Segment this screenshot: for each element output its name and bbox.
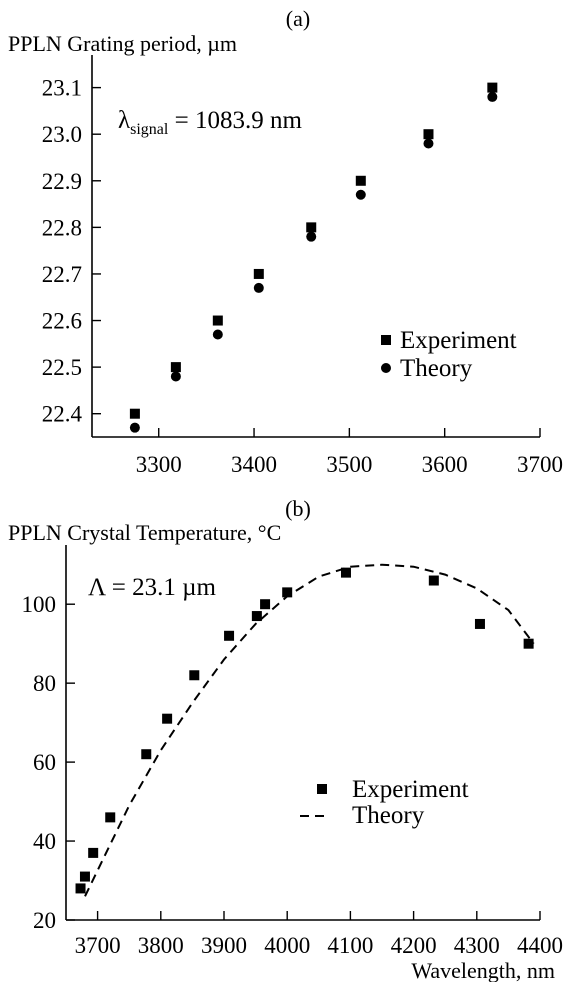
y-tick-label: 100 (22, 592, 57, 617)
experiment-point (189, 670, 200, 681)
x-axis-label: Wavelength, nm (411, 958, 555, 982)
x-tick-label: 4200 (391, 933, 437, 958)
legend-label: Experiment (352, 776, 469, 803)
x-tick-label: 3900 (201, 933, 247, 958)
theory-point (355, 189, 366, 200)
experiment-point (260, 599, 271, 610)
experiment-point (141, 749, 152, 760)
experiment-point (253, 268, 264, 279)
experiment-point (162, 713, 173, 724)
experiment-point (474, 618, 485, 629)
theory-point (423, 138, 434, 149)
x-tick-label: 3600 (422, 452, 468, 477)
experiment-point (251, 611, 262, 622)
experiment-point (423, 129, 434, 140)
experiment-point (306, 222, 317, 233)
x-tick-label: 4100 (327, 933, 373, 958)
x-tick-label: 3500 (326, 452, 372, 477)
y-tick-label: 23.0 (42, 122, 82, 147)
annotation-symbol: Λ (88, 574, 106, 601)
y-tick-label: 20 (33, 908, 56, 933)
y-tick-label: 23.1 (42, 76, 82, 101)
theory-point (253, 282, 264, 293)
theory-point (212, 329, 223, 340)
experiment-point (88, 847, 99, 858)
x-tick-label: 4000 (264, 933, 310, 958)
y-axis-label: PPLN Grating period, µm (8, 31, 237, 56)
legend-circle-swatch (381, 363, 391, 373)
x-tick-label: 4300 (454, 933, 500, 958)
x-tick-label: 3300 (136, 452, 182, 477)
experiment-point (224, 630, 235, 641)
experiment-point (79, 871, 90, 882)
experiment-point (340, 567, 351, 578)
annotation: Λ = 23.1 µm (88, 574, 216, 601)
annotation-symbol: λ (118, 107, 130, 134)
experiment-point (487, 82, 498, 93)
experiment-point (523, 638, 534, 649)
theory-point (170, 371, 181, 382)
panel-b: 3700 3800 3900 4000 4100 4200 4300 4400 20 40 60 80… (8, 496, 563, 982)
experiment-point (355, 175, 366, 186)
annotation-value: = 1083.9 nm (168, 107, 302, 134)
x-tick-label: 3400 (231, 452, 277, 477)
annotation-value: = 23.1 µm (105, 574, 216, 601)
y-tick-label: 22.4 (42, 402, 83, 427)
experiment-point (282, 587, 293, 598)
y-tick-label: 40 (33, 829, 56, 854)
theory-point (306, 231, 317, 242)
y-tick-label: 60 (33, 750, 56, 775)
legend-square-swatch (317, 784, 327, 794)
experiment-point (75, 883, 86, 894)
experiment-point (212, 315, 223, 326)
panel-a: 3300 3400 3500 3600 3700 22.4 22.5 22.6 22.7 22.8… (8, 6, 563, 477)
experiment-point (170, 362, 181, 373)
x-tick-label: 3800 (138, 933, 184, 958)
y-tick-label: 22.5 (42, 355, 82, 380)
panel-label: (b) (285, 496, 311, 521)
y-tick-label: 22.6 (42, 309, 82, 334)
legend-square-swatch (381, 335, 391, 345)
panel-label: (a) (286, 6, 310, 31)
theory-curve (84, 563, 535, 897)
x-tick-label: 4400 (517, 933, 563, 958)
y-tick-label: 22.9 (42, 169, 82, 194)
legend-label: Experiment (400, 327, 517, 354)
theory-point (487, 91, 498, 102)
experiment-point (428, 575, 439, 586)
theory-point (129, 422, 140, 433)
x-tick-label: 3700 (517, 452, 563, 477)
y-axis-label: PPLN Crystal Temperature, °C (8, 520, 281, 545)
annotation: λsignal = 1083.9 nm (118, 107, 302, 138)
experiment-point (105, 812, 116, 823)
legend-label: Theory (352, 802, 425, 829)
experiment-point (129, 408, 140, 419)
y-tick-label: 22.7 (42, 262, 82, 287)
y-tick-label: 22.8 (42, 215, 82, 240)
legend-label: Theory (400, 355, 473, 382)
annotation-subscript: signal (130, 121, 169, 138)
y-tick-label: 80 (33, 671, 56, 696)
x-tick-label: 3700 (75, 933, 121, 958)
